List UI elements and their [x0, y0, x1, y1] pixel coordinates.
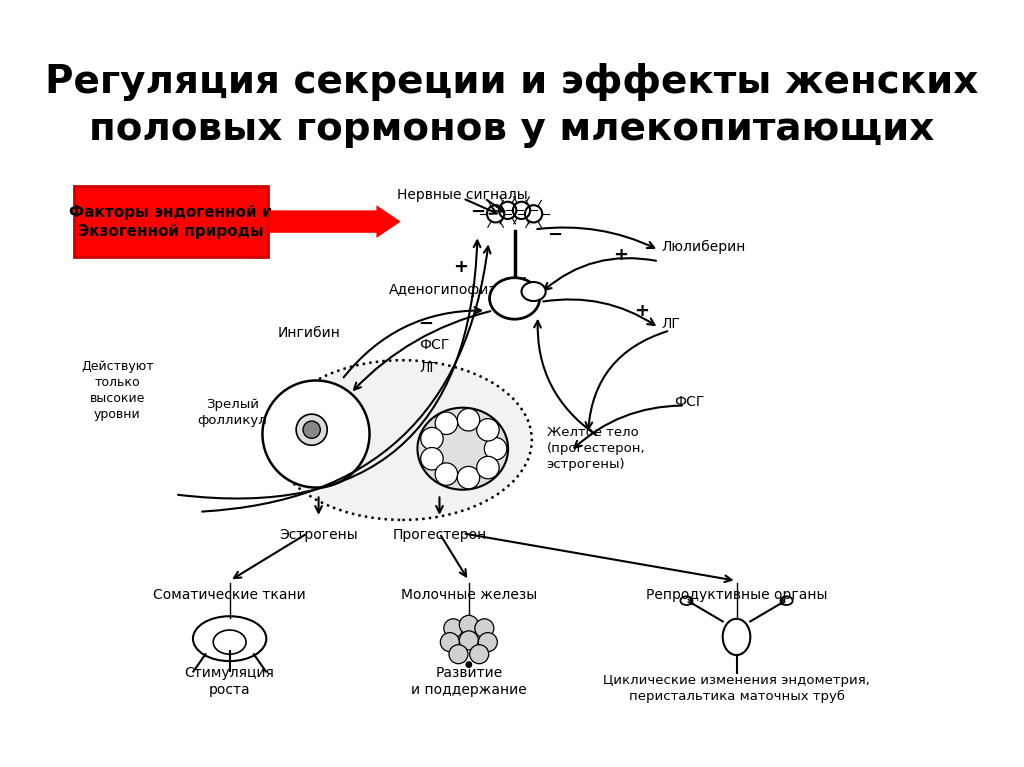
Circle shape	[421, 427, 443, 450]
Text: Стимуляция
роста: Стимуляция роста	[184, 667, 274, 697]
Circle shape	[443, 619, 463, 638]
Text: ФСГ: ФСГ	[420, 338, 450, 352]
Text: Циклические изменения эндометрия,
перистальтика маточных труб: Циклические изменения эндометрия, перист…	[603, 674, 870, 703]
Circle shape	[484, 437, 507, 460]
Circle shape	[296, 414, 328, 445]
Text: Развитие
и поддержание: Развитие и поддержание	[411, 667, 526, 697]
Circle shape	[421, 447, 443, 470]
Circle shape	[440, 633, 460, 652]
Circle shape	[460, 631, 478, 650]
Circle shape	[477, 419, 499, 441]
Text: +: +	[613, 246, 629, 265]
Circle shape	[465, 661, 472, 668]
Text: ЛГ: ЛГ	[662, 318, 680, 331]
Circle shape	[435, 463, 458, 486]
Text: Аденогипофиз: Аденогипофиз	[389, 283, 497, 297]
Text: Прогестерон: Прогестерон	[392, 528, 486, 542]
Text: −: −	[548, 226, 563, 245]
Circle shape	[458, 409, 479, 431]
Text: Желтое тело
(прогестерон,
эстрогены): Желтое тело (прогестерон, эстрогены)	[547, 426, 645, 471]
Text: Регуляция секреции и эффекты женских
половых гормонов у млекопитающих: Регуляция секреции и эффекты женских пол…	[45, 63, 979, 148]
Text: Молочные железы: Молочные железы	[400, 588, 537, 603]
Ellipse shape	[418, 408, 508, 489]
Text: Люлиберин: Люлиберин	[662, 239, 745, 254]
Text: ФСГ: ФСГ	[675, 395, 705, 409]
Text: +: +	[516, 274, 530, 292]
Text: +: +	[634, 301, 649, 320]
Circle shape	[458, 466, 479, 489]
Ellipse shape	[272, 360, 531, 520]
Text: Соматические ткани: Соматические ткани	[154, 588, 306, 603]
Text: −: −	[470, 203, 485, 221]
Circle shape	[262, 380, 370, 488]
Circle shape	[303, 421, 321, 438]
Circle shape	[477, 456, 499, 479]
Circle shape	[470, 645, 488, 663]
Circle shape	[460, 615, 478, 634]
Circle shape	[435, 412, 458, 434]
Text: −: −	[418, 315, 433, 334]
Ellipse shape	[521, 282, 546, 301]
Ellipse shape	[489, 278, 540, 319]
Text: ЛГ: ЛГ	[420, 360, 438, 374]
Text: Факторы эндогенной и
Экзогенной природы: Факторы эндогенной и Экзогенной природы	[70, 204, 272, 239]
Circle shape	[478, 633, 498, 652]
FancyArrow shape	[268, 206, 400, 238]
Text: Ингибин: Ингибин	[278, 326, 340, 340]
Text: Нервные сигналы: Нервные сигналы	[397, 188, 528, 202]
FancyBboxPatch shape	[74, 186, 268, 257]
Circle shape	[449, 645, 468, 663]
Text: Действуют
только
высокие
уровни: Действуют только высокие уровни	[81, 360, 154, 421]
Text: Репродуктивные органы: Репродуктивные органы	[646, 588, 827, 603]
Text: +: +	[453, 258, 468, 276]
Text: Зрелый
фолликул: Зрелый фолликул	[198, 398, 267, 427]
Circle shape	[475, 619, 494, 638]
Text: Эстрогены: Эстрогены	[280, 528, 358, 542]
